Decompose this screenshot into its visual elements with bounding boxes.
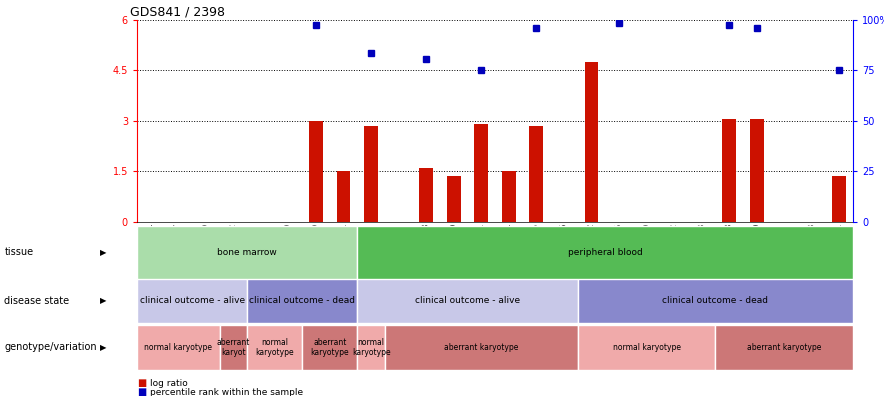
Text: normal
karyotype: normal karyotype (255, 338, 294, 357)
Bar (385, 325, 577, 370)
Bar (722, 119, 736, 222)
Text: normal karyotype: normal karyotype (144, 343, 212, 352)
Bar (248, 279, 357, 323)
Bar (750, 119, 764, 222)
Bar (446, 176, 461, 222)
Text: genotype/variation: genotype/variation (4, 343, 97, 352)
Text: normal
karyotype: normal karyotype (352, 338, 391, 357)
Bar (137, 279, 248, 323)
Bar (577, 325, 715, 370)
Bar (357, 226, 853, 279)
Bar (833, 176, 846, 222)
Text: ▶: ▶ (100, 343, 107, 352)
Bar (357, 279, 577, 323)
Text: GDS841 / 2398: GDS841 / 2398 (130, 6, 225, 19)
Bar (530, 126, 544, 222)
Text: bone marrow: bone marrow (217, 248, 277, 257)
Bar (248, 325, 302, 370)
Bar (302, 325, 357, 370)
Text: ■: ■ (137, 387, 146, 396)
Bar (137, 226, 357, 279)
Text: aberrant karyotype: aberrant karyotype (747, 343, 821, 352)
Bar (419, 168, 433, 222)
Text: peripheral blood: peripheral blood (568, 248, 643, 257)
Text: normal karyotype: normal karyotype (613, 343, 681, 352)
Bar (715, 325, 853, 370)
Text: ▶: ▶ (100, 297, 107, 305)
Text: clinical outcome - alive: clinical outcome - alive (415, 297, 520, 305)
Text: clinical outcome - dead: clinical outcome - dead (662, 297, 768, 305)
Bar (475, 124, 488, 222)
Bar (357, 325, 385, 370)
Text: percentile rank within the sample: percentile rank within the sample (150, 388, 303, 396)
Text: tissue: tissue (4, 248, 34, 257)
Text: log ratio: log ratio (150, 379, 188, 388)
Text: aberrant karyotype: aberrant karyotype (444, 343, 518, 352)
Bar (137, 325, 219, 370)
Text: aberrant
karyot: aberrant karyot (217, 338, 250, 357)
Bar (364, 126, 378, 222)
Text: ■: ■ (137, 378, 146, 388)
Text: clinical outcome - dead: clinical outcome - dead (249, 297, 355, 305)
Bar (337, 171, 350, 222)
Text: clinical outcome - alive: clinical outcome - alive (140, 297, 245, 305)
Text: disease state: disease state (4, 296, 70, 306)
Bar (577, 279, 853, 323)
Bar (584, 62, 598, 222)
Bar (219, 325, 248, 370)
Bar (309, 121, 323, 222)
Bar (502, 171, 515, 222)
Text: aberrant
karyotype: aberrant karyotype (310, 338, 349, 357)
Text: ▶: ▶ (100, 248, 107, 257)
